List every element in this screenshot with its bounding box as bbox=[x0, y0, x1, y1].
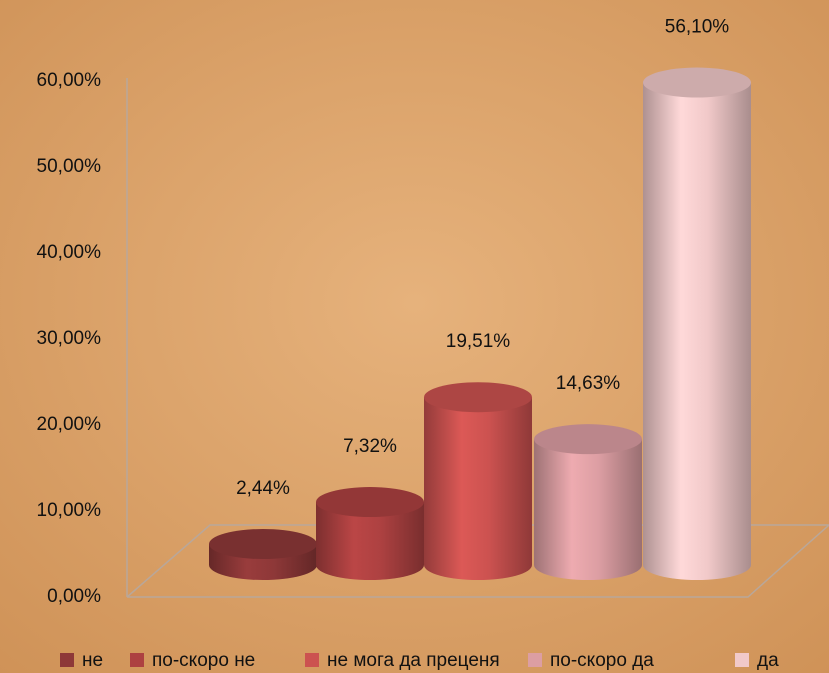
y-tick-label: 20,00% bbox=[37, 414, 102, 435]
legend-label: да bbox=[757, 650, 779, 671]
bar bbox=[643, 82, 751, 580]
legend-swatch bbox=[735, 653, 749, 667]
bar-top bbox=[209, 529, 317, 560]
y-tick-label: 50,00% bbox=[37, 156, 102, 177]
bar bbox=[316, 502, 424, 580]
legend-label: по-скоро не bbox=[152, 650, 255, 671]
legend-swatch bbox=[130, 653, 144, 667]
value-label: 56,10% bbox=[665, 17, 730, 38]
legend-label: не мога да преценя bbox=[327, 650, 500, 671]
value-label: 19,51% bbox=[446, 331, 511, 352]
y-tick-label: 30,00% bbox=[37, 328, 102, 349]
value-label: 2,44% bbox=[236, 478, 290, 499]
bar bbox=[534, 439, 642, 580]
value-label: 7,32% bbox=[343, 436, 397, 457]
legend-swatch bbox=[528, 653, 542, 667]
legend-label: по-скоро да bbox=[550, 650, 654, 671]
bar bbox=[424, 397, 532, 580]
y-tick-label: 40,00% bbox=[37, 242, 102, 263]
value-label: 14,63% bbox=[556, 373, 621, 394]
legend-swatch bbox=[305, 653, 319, 667]
bar-top bbox=[424, 382, 532, 413]
y-tick-label: 0,00% bbox=[47, 586, 101, 607]
legend-swatch bbox=[60, 653, 74, 667]
bar-top bbox=[534, 424, 642, 455]
y-tick-label: 10,00% bbox=[37, 500, 102, 521]
bar-top bbox=[316, 487, 424, 518]
y-tick-label: 60,00% bbox=[37, 70, 102, 91]
legend-label: не bbox=[82, 650, 103, 671]
bar-top bbox=[643, 67, 751, 98]
